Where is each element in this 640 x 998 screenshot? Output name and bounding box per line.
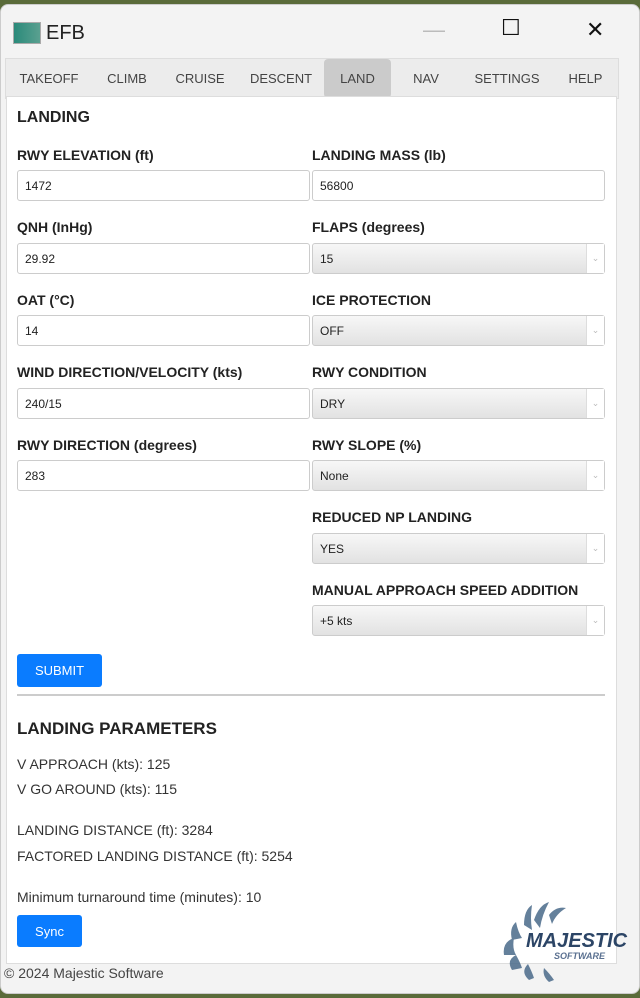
tab-settings[interactable]: SETTINGS [474, 71, 540, 86]
tab-help[interactable]: HELP [568, 71, 603, 86]
qnh-input[interactable]: 29.92 [17, 243, 310, 274]
footer-copyright: © 2024 Majestic Software [4, 965, 164, 981]
submit-button[interactable]: SUBMIT [17, 654, 102, 687]
chevron-down-icon: ⌄ [586, 461, 604, 490]
reduced-np-label: REDUCED NP LANDING [312, 509, 472, 525]
landing-panel [6, 96, 617, 964]
turnaround-time: Minimum turnaround time (minutes): 10 [17, 889, 262, 905]
maximize-button[interactable]: ☐ [501, 15, 521, 40]
rwy-elevation-input[interactable]: 1472 [17, 170, 310, 201]
app-icon [13, 22, 41, 44]
rwy-condition-value: DRY [320, 396, 346, 411]
tab-land[interactable]: LAND [324, 59, 391, 98]
tab-descent[interactable]: DESCENT [249, 71, 313, 86]
close-button[interactable]: ✕ [586, 17, 605, 42]
flaps-value: 15 [320, 251, 334, 266]
majestic-logo: MAJESTIC SOFTWARE [494, 900, 628, 985]
minimize-button[interactable]: — [423, 17, 445, 42]
ice-protection-value: OFF [320, 323, 344, 338]
rwy-slope-select[interactable]: None ⌄ [312, 460, 605, 491]
window-title: EFB [46, 22, 85, 44]
rwy-direction-label: RWY DIRECTION (degrees) [17, 437, 197, 453]
landing-distance: LANDING DISTANCE (ft): 3284 [17, 822, 213, 838]
logo-subtext: SOFTWARE [554, 951, 605, 961]
wind-label: WIND DIRECTION/VELOCITY (kts) [17, 364, 243, 380]
v-approach: V APPROACH (kts): 125 [17, 756, 171, 772]
oat-input[interactable]: 14 [17, 315, 310, 346]
ice-protection-select[interactable]: OFF ⌄ [312, 315, 605, 346]
wind-input[interactable]: 240/15 [17, 388, 310, 419]
oat-label: OAT (°C) [17, 292, 75, 308]
turbine-fan-icon [503, 902, 566, 982]
sync-button[interactable]: Sync [17, 915, 82, 947]
tab-takeoff[interactable]: TAKEOFF [19, 71, 79, 86]
ice-protection-label: ICE PROTECTION [312, 292, 432, 308]
tab-climb[interactable]: CLIMB [107, 71, 147, 86]
rwy-slope-value: None [320, 468, 349, 483]
chevron-down-icon: ⌄ [586, 389, 604, 418]
logo-text: MAJESTIC [526, 930, 628, 952]
divider [17, 694, 605, 696]
rwy-direction-input[interactable]: 283 [17, 460, 310, 491]
tab-bar: TAKEOFF CLIMB CRUISE DESCENT LAND NAV SE… [5, 58, 619, 99]
v-go-around: V GO AROUND (kts): 115 [17, 781, 177, 797]
landing-mass-label: LANDING MASS (lb) [312, 147, 446, 163]
factored-landing-distance: FACTORED LANDING DISTANCE (ft): 5254 [17, 848, 293, 864]
rwy-slope-label: RWY SLOPE (%) [312, 437, 422, 453]
speed-addition-label: MANUAL APPROACH SPEED ADDITION [312, 582, 579, 598]
reduced-np-value: YES [320, 541, 345, 556]
chevron-down-icon: ⌄ [586, 316, 604, 345]
section-title: LANDING [17, 109, 90, 126]
rwy-condition-label: RWY CONDITION [312, 364, 427, 380]
chevron-down-icon: ⌄ [586, 534, 604, 563]
flaps-label: FLAPS (degrees) [312, 219, 425, 235]
results-title: LANDING PARAMETERS [17, 719, 217, 738]
flaps-select[interactable]: 15 ⌄ [312, 243, 605, 274]
tab-nav[interactable]: NAV [413, 71, 439, 86]
speed-addition-select[interactable]: +5 kts ⌄ [312, 605, 605, 636]
tab-cruise[interactable]: CRUISE [175, 71, 225, 86]
landing-mass-input[interactable]: 56800 [312, 170, 605, 201]
chevron-down-icon: ⌄ [586, 244, 604, 273]
rwy-elevation-label: RWY ELEVATION (ft) [17, 147, 154, 163]
qnh-label: QNH (InHg) [17, 219, 93, 235]
rwy-condition-select[interactable]: DRY ⌄ [312, 388, 605, 419]
chevron-down-icon: ⌄ [586, 606, 604, 635]
reduced-np-select[interactable]: YES ⌄ [312, 533, 605, 564]
speed-addition-value: +5 kts [320, 613, 353, 628]
